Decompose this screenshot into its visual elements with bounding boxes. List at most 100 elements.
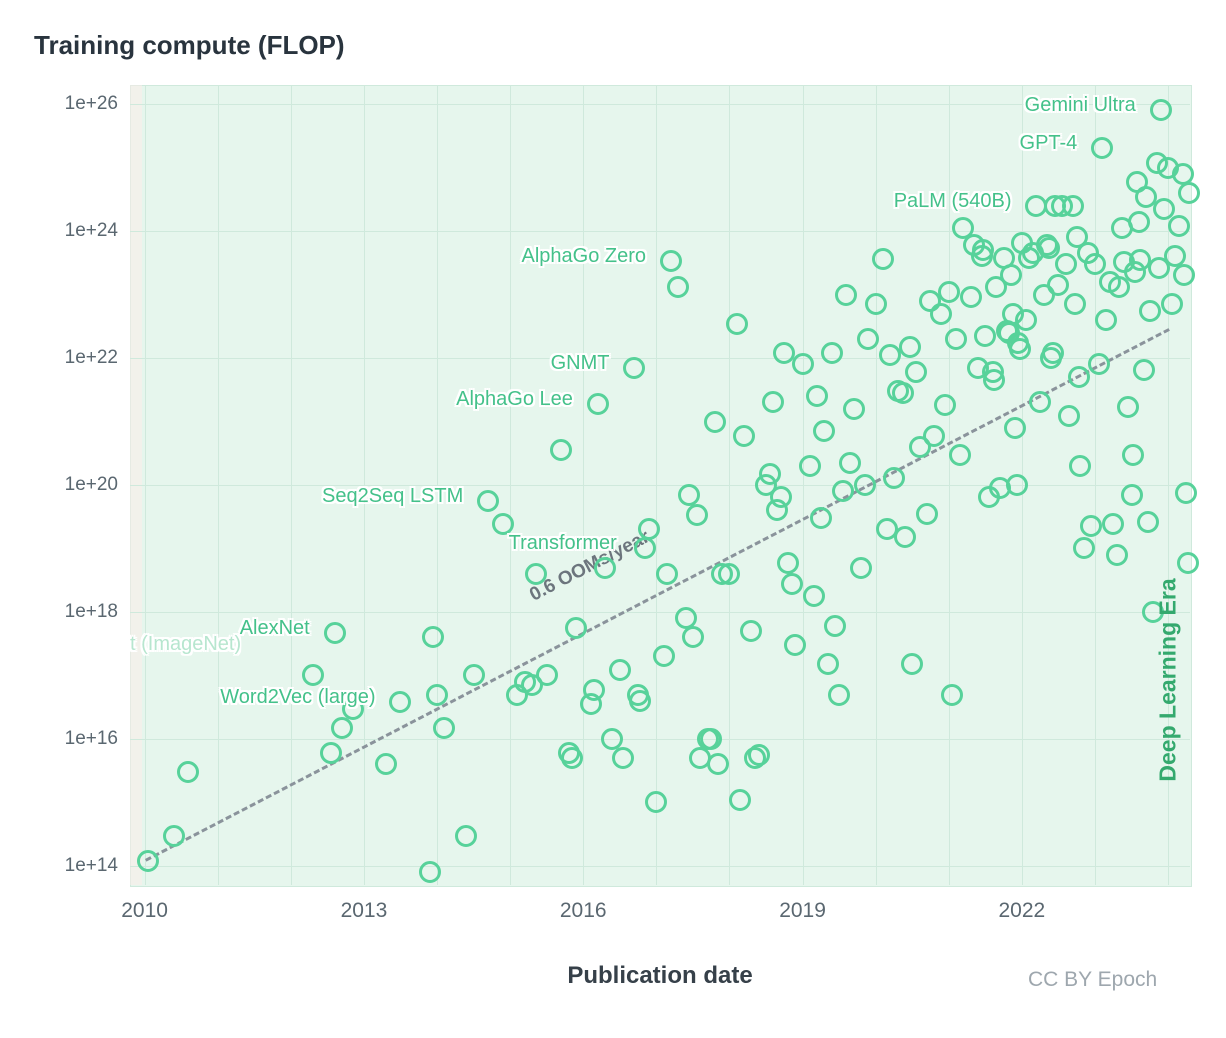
data-point <box>1088 353 1110 375</box>
data-point <box>901 653 923 675</box>
data-point <box>1178 182 1200 204</box>
data-point <box>1064 293 1086 315</box>
data-point <box>1139 300 1161 322</box>
y-tick-label: 1e+26 <box>65 93 118 115</box>
data-point <box>792 353 814 375</box>
data-point <box>799 455 821 477</box>
point-label: Word2Vec (large) <box>220 686 375 709</box>
data-point <box>609 659 631 681</box>
point-label: GPT-4 <box>1020 132 1078 155</box>
data-point <box>645 791 667 813</box>
grid-h <box>130 739 1190 740</box>
point-label: AlexNet <box>240 617 310 640</box>
data-point <box>1068 366 1090 388</box>
point-label: PaLM (540B) <box>894 190 1012 213</box>
data-point <box>850 557 872 579</box>
x-tick-label: 2022 <box>999 899 1046 923</box>
data-point <box>419 861 441 883</box>
data-point <box>817 653 839 675</box>
y-tick-label: 1e+24 <box>65 220 118 242</box>
point-label: t (ImageNet) <box>130 633 241 656</box>
data-point <box>934 394 956 416</box>
data-point <box>770 486 792 508</box>
x-axis-label: Publication date <box>567 962 752 990</box>
data-point <box>1122 444 1144 466</box>
data-point <box>905 361 927 383</box>
data-point <box>1009 338 1031 360</box>
data-point <box>784 634 806 656</box>
data-point <box>1150 99 1172 121</box>
data-point <box>949 444 971 466</box>
data-point <box>777 552 799 574</box>
data-point <box>525 563 547 585</box>
data-point <box>718 563 740 585</box>
y-tick-label: 1e+22 <box>65 347 118 369</box>
data-point <box>320 742 342 764</box>
data-point <box>565 617 587 639</box>
data-point <box>1091 137 1113 159</box>
data-point <box>1069 455 1091 477</box>
data-point <box>941 684 963 706</box>
grid-h <box>130 866 1190 867</box>
data-point <box>857 328 879 350</box>
data-point <box>1161 293 1183 315</box>
y-tick-label: 1e+16 <box>65 728 118 750</box>
data-point <box>629 690 651 712</box>
data-point <box>682 626 704 648</box>
data-point <box>686 504 708 526</box>
data-point <box>1117 396 1139 418</box>
data-point <box>839 452 861 474</box>
data-point <box>163 825 185 847</box>
data-point <box>656 563 678 585</box>
grid-h <box>130 358 1190 359</box>
data-point <box>1168 215 1190 237</box>
data-point <box>667 276 689 298</box>
data-point <box>1128 211 1150 233</box>
data-point <box>938 281 960 303</box>
data-point <box>832 480 854 502</box>
data-point <box>916 503 938 525</box>
data-point <box>704 411 726 433</box>
data-point <box>1133 359 1155 381</box>
data-point <box>865 293 887 315</box>
data-point <box>550 439 572 461</box>
data-point <box>1055 253 1077 275</box>
data-point <box>1015 309 1037 331</box>
point-label: GNMT <box>551 352 610 375</box>
data-point <box>177 761 199 783</box>
data-point <box>1080 515 1102 537</box>
data-point <box>872 248 894 270</box>
data-point <box>638 518 660 540</box>
data-point <box>803 585 825 607</box>
data-point <box>583 679 605 701</box>
data-point <box>983 369 1005 391</box>
grid-h <box>130 485 1190 486</box>
data-point <box>740 620 762 642</box>
data-point <box>759 463 781 485</box>
data-point <box>1000 264 1022 286</box>
data-point <box>1106 544 1128 566</box>
era-label: Deep Learning Era <box>1155 578 1182 781</box>
data-point <box>455 825 477 847</box>
data-point <box>854 474 876 496</box>
point-label: Gemini Ultra <box>1025 94 1136 117</box>
data-point <box>1042 342 1064 364</box>
data-point <box>894 526 916 548</box>
data-point <box>1058 405 1080 427</box>
data-point <box>828 684 850 706</box>
data-point <box>1102 513 1124 535</box>
data-point <box>945 328 967 350</box>
data-point <box>433 717 455 739</box>
data-point <box>1047 274 1069 296</box>
data-point <box>587 393 609 415</box>
data-point <box>623 357 645 379</box>
data-point <box>1137 511 1159 533</box>
point-label: AlphaGo Zero <box>521 245 646 268</box>
data-point <box>733 425 755 447</box>
data-point <box>824 615 846 637</box>
grid-h <box>130 612 1190 613</box>
data-point <box>1004 417 1026 439</box>
data-point <box>634 537 656 559</box>
data-point <box>899 336 921 358</box>
data-point <box>781 573 803 595</box>
